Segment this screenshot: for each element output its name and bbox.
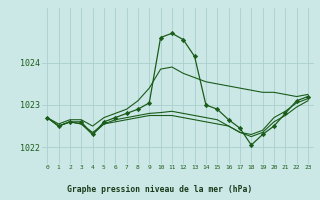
Text: Graphe pression niveau de la mer (hPa): Graphe pression niveau de la mer (hPa) — [68, 185, 252, 194]
